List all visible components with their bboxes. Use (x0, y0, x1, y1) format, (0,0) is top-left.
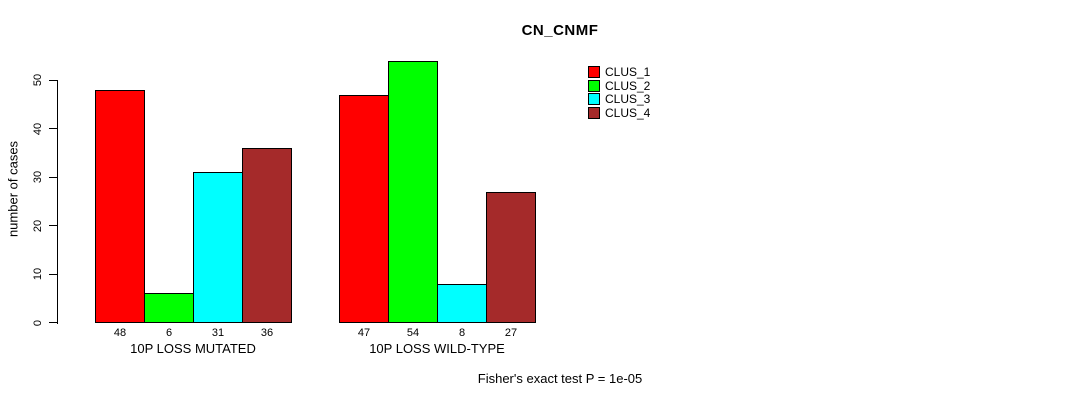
y-axis-tick-label: 10 (31, 267, 44, 281)
legend-label-clus-3: CLUS_3 (605, 92, 651, 107)
bar-value-label: 31 (211, 327, 225, 339)
bar-clus-4-10p-loss-mutated (242, 147, 292, 324)
bar-value-label: 48 (113, 327, 127, 339)
bar-value-label: 47 (357, 327, 371, 339)
legend-swatch-clus-1 (588, 65, 600, 78)
y-axis-tick (48, 273, 58, 275)
y-axis-tick (48, 225, 58, 226)
fisher-test-annotation: Fisher's exact test P = 1e-05 (477, 371, 643, 386)
legend-swatch-clus-2 (588, 79, 600, 92)
y-axis-tick (48, 322, 58, 323)
y-axis-tick-label: 20 (31, 219, 44, 232)
bar-clus-4-10p-loss-wild-type (486, 191, 536, 324)
legend-item-clus-2: CLUS_2 (588, 79, 650, 93)
bar-clus-2-10p-loss-wild-type (388, 60, 438, 324)
x-axis-group-label-10p-loss-wild-type: 10P LOSS WILD-TYPE (369, 341, 505, 356)
y-axis-tick-label: 50 (31, 73, 44, 87)
bar-value-label: 54 (406, 327, 420, 339)
x-axis-group-label-10p-loss-mutated: 10P LOSS MUTATED (130, 341, 256, 356)
bar-clus-3-10p-loss-wild-type (437, 283, 487, 324)
bar-clus-1-10p-loss-mutated (95, 89, 145, 324)
y-axis-tick-label: 30 (31, 170, 44, 184)
y-axis-tick (48, 176, 58, 178)
legend-swatch-clus-4 (588, 106, 600, 119)
bar-clus-2-10p-loss-mutated (144, 293, 194, 324)
legend-item-clus-3: CLUS_3 (588, 92, 650, 106)
legend: CLUS_1 CLUS_2 CLUS_3 CLUS_4 (588, 65, 650, 120)
legend-label-clus-4: CLUS_4 (605, 105, 651, 120)
legend-label-clus-2: CLUS_2 (605, 78, 651, 93)
y-axis-tick (48, 79, 58, 81)
bar-value-label: 27 (504, 327, 518, 339)
bar-clus-1-10p-loss-wild-type (339, 94, 389, 324)
y-axis-title: number of cases (5, 140, 21, 238)
legend-swatch-clus-3 (588, 93, 600, 106)
legend-item-clus-1: CLUS_1 (588, 65, 650, 79)
bar-value-label: 36 (260, 327, 274, 339)
chart-title: CN_CNMF (521, 22, 599, 39)
bar-value-label: 6 (165, 327, 173, 339)
legend-label-clus-1: CLUS_1 (605, 64, 651, 79)
y-axis-tick-label: 40 (31, 122, 44, 135)
y-axis-tick (48, 128, 58, 129)
bar-value-label: 8 (458, 327, 466, 339)
legend-item-clus-4: CLUS_4 (588, 106, 650, 120)
y-axis-tick-label: 0 (31, 319, 44, 326)
y-axis-line (57, 80, 58, 324)
bar-clus-3-10p-loss-mutated (193, 172, 243, 324)
